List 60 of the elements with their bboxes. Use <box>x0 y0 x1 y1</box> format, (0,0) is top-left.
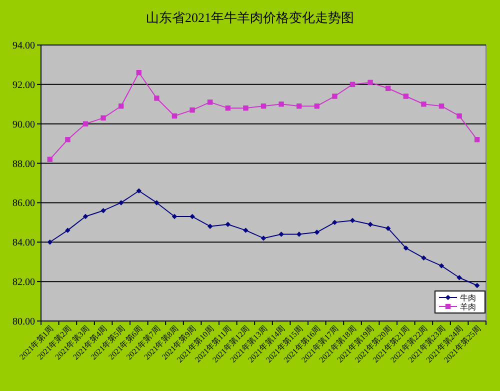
y-tick-label: 88.00 <box>12 158 35 170</box>
point <box>260 236 266 241</box>
point <box>332 220 338 226</box>
point <box>350 82 356 88</box>
point <box>172 113 178 119</box>
point <box>225 222 230 227</box>
point <box>296 104 302 109</box>
y-tick-label: 90.00 <box>12 119 35 130</box>
point <box>421 255 426 261</box>
point <box>82 121 88 126</box>
legend-label: 羊肉 <box>460 302 476 312</box>
point <box>65 228 70 233</box>
point <box>278 232 284 237</box>
point <box>136 188 142 194</box>
point <box>47 240 52 245</box>
point <box>386 226 391 231</box>
point <box>154 96 160 101</box>
point <box>208 224 213 229</box>
point <box>260 104 266 109</box>
y-tick-label: 94.00 <box>12 40 35 52</box>
point <box>403 94 408 99</box>
point <box>368 80 373 86</box>
point <box>136 70 142 76</box>
point <box>456 113 462 119</box>
y-tick-label: 80.00 <box>12 316 35 328</box>
legend-label: 牛肉 <box>460 294 476 302</box>
y-tick-label: 92.00 <box>12 80 35 91</box>
point <box>47 156 52 162</box>
point <box>421 102 426 107</box>
point <box>100 208 106 214</box>
point <box>243 105 248 111</box>
point <box>190 107 195 113</box>
chart-title: 山东省2021年牛羊肉价格变化走势图 <box>146 10 354 25</box>
point <box>296 232 302 237</box>
point <box>438 263 444 268</box>
point <box>65 137 70 142</box>
point <box>314 230 320 235</box>
point <box>190 214 195 220</box>
point <box>278 102 284 107</box>
point <box>386 86 391 91</box>
point <box>314 104 320 109</box>
point <box>456 275 462 280</box>
point <box>243 228 248 233</box>
point <box>208 100 213 105</box>
point <box>118 200 124 206</box>
point <box>118 104 124 109</box>
point <box>474 282 480 288</box>
point <box>82 214 88 220</box>
point <box>368 222 373 227</box>
y-tick-label: 86.00 <box>12 198 35 210</box>
point <box>332 94 338 99</box>
point <box>350 218 356 224</box>
point <box>403 245 408 251</box>
point <box>100 115 106 121</box>
y-tick-label: 82.00 <box>12 277 35 288</box>
point <box>154 200 160 206</box>
point <box>438 104 444 109</box>
y-tick-label: 84.00 <box>12 238 35 249</box>
point <box>474 137 480 142</box>
point <box>225 105 230 111</box>
